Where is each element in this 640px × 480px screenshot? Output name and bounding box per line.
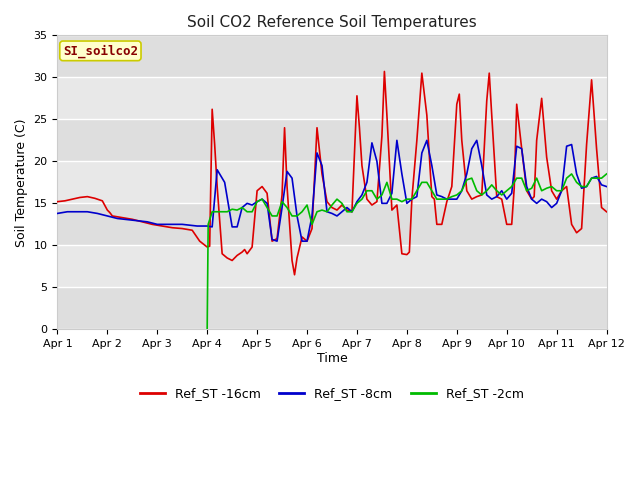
Bar	[58, 288, 607, 329]
Y-axis label: Soil Temperature (C): Soil Temperature (C)	[15, 118, 28, 247]
Bar	[58, 77, 607, 120]
Bar	[58, 161, 607, 204]
Bar	[58, 36, 607, 77]
Legend: Ref_ST -16cm, Ref_ST -8cm, Ref_ST -2cm: Ref_ST -16cm, Ref_ST -8cm, Ref_ST -2cm	[135, 383, 529, 406]
X-axis label: Time: Time	[317, 352, 348, 365]
Text: SI_soilco2: SI_soilco2	[63, 44, 138, 58]
Bar	[58, 204, 607, 245]
Title: Soil CO2 Reference Soil Temperatures: Soil CO2 Reference Soil Temperatures	[187, 15, 477, 30]
Bar	[58, 245, 607, 288]
Bar	[58, 120, 607, 161]
